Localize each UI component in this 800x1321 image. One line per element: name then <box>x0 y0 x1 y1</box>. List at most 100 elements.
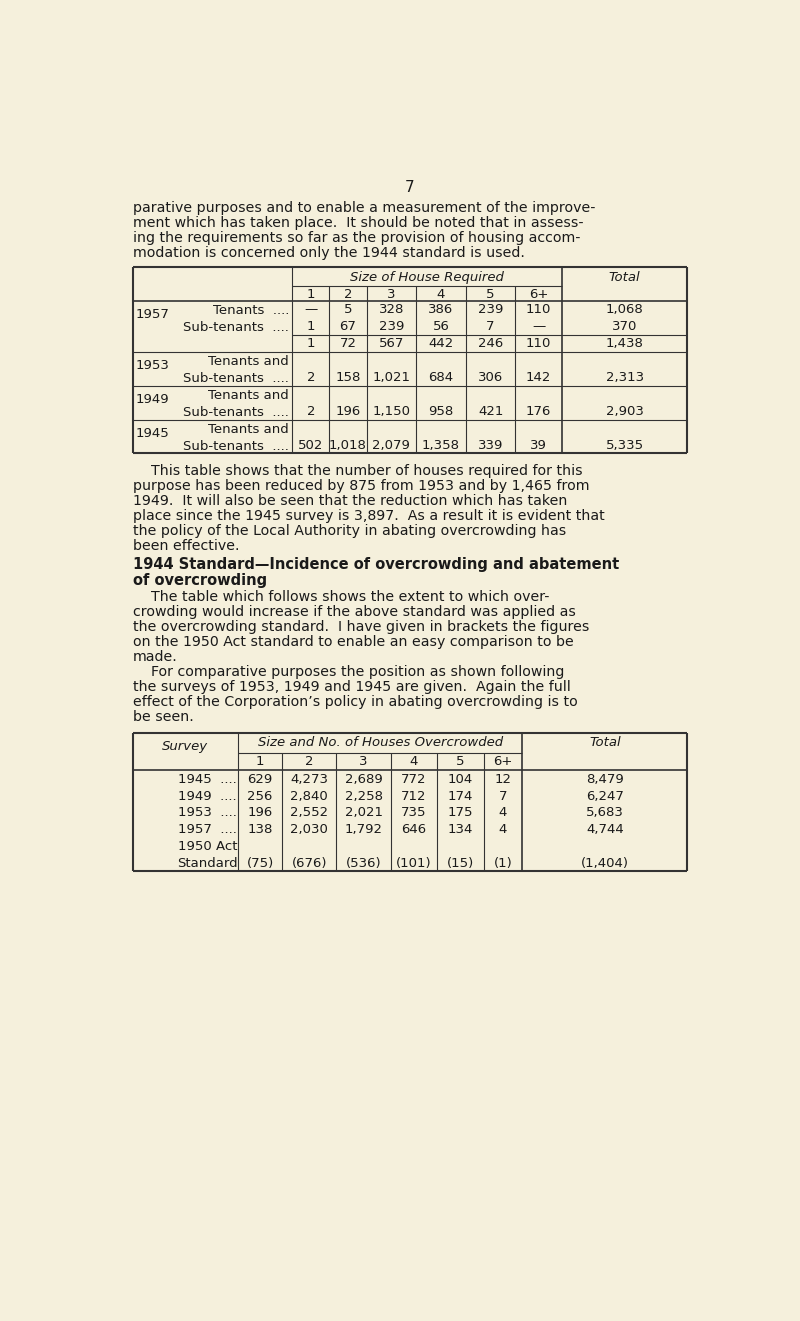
Text: 2: 2 <box>306 371 315 384</box>
Text: 6+: 6+ <box>529 288 548 301</box>
Text: 1,068: 1,068 <box>606 304 643 316</box>
Text: 2,313: 2,313 <box>606 371 644 384</box>
Text: 7: 7 <box>486 320 495 333</box>
Text: 3: 3 <box>359 754 368 768</box>
Text: ment which has taken place.  It should be noted that in assess-: ment which has taken place. It should be… <box>133 215 583 230</box>
Text: (101): (101) <box>396 857 432 871</box>
Text: For comparative purposes the position as shown following: For comparative purposes the position as… <box>133 664 564 679</box>
Text: Sub-tenants  ....: Sub-tenants .... <box>183 440 289 453</box>
Text: 2: 2 <box>305 754 314 768</box>
Text: crowding would increase if the above standard was applied as: crowding would increase if the above sta… <box>133 605 575 618</box>
Text: 1: 1 <box>306 320 315 333</box>
Text: 1,358: 1,358 <box>422 439 460 452</box>
Text: 421: 421 <box>478 406 503 417</box>
Text: 2,258: 2,258 <box>345 790 382 803</box>
Text: 5: 5 <box>456 754 465 768</box>
Text: 1,792: 1,792 <box>345 823 382 836</box>
Text: 176: 176 <box>526 406 551 417</box>
Text: 246: 246 <box>478 337 503 350</box>
Text: 256: 256 <box>247 790 273 803</box>
Text: Sub-tenants  ....: Sub-tenants .... <box>183 371 289 384</box>
Text: 1,021: 1,021 <box>373 371 410 384</box>
Text: 1: 1 <box>306 288 315 301</box>
Text: 2: 2 <box>306 406 315 417</box>
Text: 339: 339 <box>478 439 503 452</box>
Text: made.: made. <box>133 650 178 663</box>
Text: 772: 772 <box>401 773 426 786</box>
Text: 158: 158 <box>335 371 361 384</box>
Text: 1945  ....: 1945 .... <box>178 773 236 786</box>
Text: 3: 3 <box>387 288 396 301</box>
Text: 1945: 1945 <box>136 427 170 440</box>
Text: 2,840: 2,840 <box>290 790 328 803</box>
Text: 175: 175 <box>448 807 473 819</box>
Text: 239: 239 <box>378 320 404 333</box>
Text: 2,903: 2,903 <box>606 406 644 417</box>
Text: 1950 Act: 1950 Act <box>178 840 237 853</box>
Text: on the 1950 Act standard to enable an easy comparison to be: on the 1950 Act standard to enable an ea… <box>133 635 574 649</box>
Text: 1949.  It will also be seen that the reduction which has taken: 1949. It will also be seen that the redu… <box>133 494 567 509</box>
Text: Tenants and: Tenants and <box>208 355 289 367</box>
Text: modation is concerned only the 1944 standard is used.: modation is concerned only the 1944 stan… <box>133 246 525 260</box>
Text: 1953: 1953 <box>136 359 170 373</box>
Text: 1,438: 1,438 <box>606 337 644 350</box>
Text: 2: 2 <box>344 288 352 301</box>
Text: 629: 629 <box>247 773 273 786</box>
Text: of overcrowding: of overcrowding <box>133 573 266 588</box>
Text: 174: 174 <box>448 790 473 803</box>
Text: 958: 958 <box>428 406 454 417</box>
Text: 56: 56 <box>433 320 450 333</box>
Text: —: — <box>304 304 318 316</box>
Text: 142: 142 <box>526 371 551 384</box>
Text: place since the 1945 survey is 3,897.  As a result it is evident that: place since the 1945 survey is 3,897. As… <box>133 510 604 523</box>
Text: (1): (1) <box>494 857 512 871</box>
Text: 567: 567 <box>378 337 404 350</box>
Text: the surveys of 1953, 1949 and 1945 are given.  Again the full: the surveys of 1953, 1949 and 1945 are g… <box>133 680 570 694</box>
Text: (15): (15) <box>446 857 474 871</box>
Text: be seen.: be seen. <box>133 709 194 724</box>
Text: the policy of the Local Authority in abating overcrowding has: the policy of the Local Authority in aba… <box>133 524 566 538</box>
Text: parative purposes and to enable a measurement of the improve-: parative purposes and to enable a measur… <box>133 201 595 215</box>
Text: 1949: 1949 <box>136 394 170 406</box>
Text: 4,273: 4,273 <box>290 773 328 786</box>
Text: Total: Total <box>589 736 621 749</box>
Text: purpose has been reduced by 875 from 1953 and by 1,465 from: purpose has been reduced by 875 from 195… <box>133 480 589 493</box>
Text: 5: 5 <box>344 304 352 316</box>
Text: 2,021: 2,021 <box>345 807 382 819</box>
Text: 1,150: 1,150 <box>373 406 410 417</box>
Text: 2,552: 2,552 <box>290 807 328 819</box>
Text: 6,247: 6,247 <box>586 790 624 803</box>
Text: Tenants and: Tenants and <box>208 423 289 436</box>
Text: 684: 684 <box>429 371 454 384</box>
Text: 110: 110 <box>526 337 551 350</box>
Text: The table which follows shows the extent to which over-: The table which follows shows the extent… <box>133 589 549 604</box>
Text: 442: 442 <box>428 337 454 350</box>
Text: 5: 5 <box>486 288 495 301</box>
Text: Survey: Survey <box>162 740 208 753</box>
Text: 72: 72 <box>339 337 357 350</box>
Text: 5,335: 5,335 <box>606 439 644 452</box>
Text: Sub-tenants  ....: Sub-tenants .... <box>183 406 289 419</box>
Text: 196: 196 <box>335 406 361 417</box>
Text: 5,683: 5,683 <box>586 807 624 819</box>
Text: 4: 4 <box>499 823 507 836</box>
Text: 1957  ....: 1957 .... <box>178 823 236 836</box>
Text: 502: 502 <box>298 439 323 452</box>
Text: 4: 4 <box>499 807 507 819</box>
Text: 104: 104 <box>448 773 473 786</box>
Text: 239: 239 <box>478 304 503 316</box>
Text: 1: 1 <box>306 337 315 350</box>
Text: 7: 7 <box>405 180 415 196</box>
Text: effect of the Corporation’s policy in abating overcrowding is to: effect of the Corporation’s policy in ab… <box>133 695 578 709</box>
Text: been effective.: been effective. <box>133 539 239 553</box>
Text: (1,404): (1,404) <box>581 857 629 871</box>
Text: 134: 134 <box>448 823 473 836</box>
Text: 735: 735 <box>401 807 426 819</box>
Text: Size of House Required: Size of House Required <box>350 271 504 284</box>
Text: 1944 Standard—Incidence of overcrowding and abatement: 1944 Standard—Incidence of overcrowding … <box>133 557 619 572</box>
Text: (536): (536) <box>346 857 382 871</box>
Text: Tenants and: Tenants and <box>208 388 289 402</box>
Text: 386: 386 <box>428 304 454 316</box>
Text: 12: 12 <box>494 773 511 786</box>
Text: (75): (75) <box>246 857 274 871</box>
